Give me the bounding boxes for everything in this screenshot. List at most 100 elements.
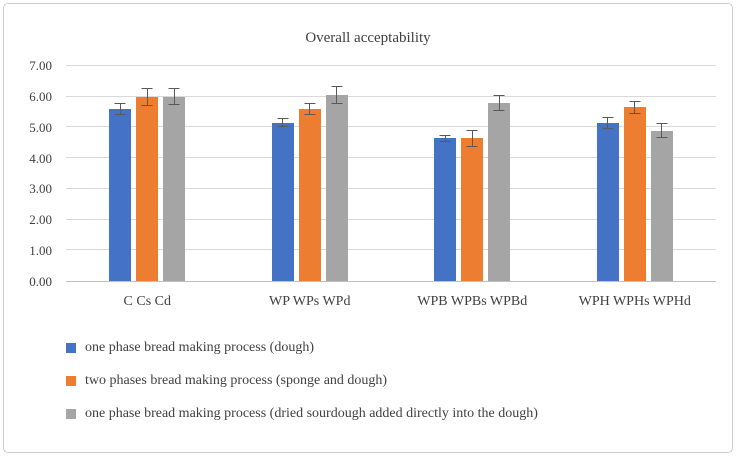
error-bar-stem [661, 122, 663, 139]
error-bar-cap-top [466, 129, 478, 131]
error-bar-cap-top [277, 118, 289, 120]
error-bar-stem [498, 95, 500, 111]
error-bar-stem [282, 118, 284, 128]
y-axis-tick-label: 1.00 [29, 243, 52, 259]
error-bar [656, 122, 668, 139]
y-axis-tick-label: 4.00 [29, 150, 52, 166]
bar-rect [623, 107, 646, 281]
error-bar-stem [119, 102, 121, 116]
bar-group [391, 66, 554, 281]
error-bar-cap-bot [439, 140, 451, 142]
error-bar [168, 88, 180, 106]
error-bar-cap-top [493, 95, 505, 97]
bar [434, 66, 457, 281]
bar-rect [325, 95, 348, 281]
error-bar [493, 95, 505, 111]
gridline [66, 126, 716, 128]
error-bar-cap-top [304, 102, 316, 104]
error-bar [114, 102, 126, 116]
error-bar-stem [309, 102, 311, 116]
error-bar-cap-bot [493, 109, 505, 111]
error-bar [466, 129, 478, 147]
error-bar-stem [471, 129, 473, 147]
bar-rect [434, 138, 457, 281]
gridline [66, 249, 716, 251]
error-bar-cap-bot [141, 104, 153, 106]
error-bar [304, 102, 316, 116]
bar-rect [163, 96, 186, 281]
legend-label: two phases bread making process (sponge … [85, 373, 388, 388]
gridline [66, 157, 716, 159]
error-bar-cap-top [331, 85, 343, 87]
bar-rect [488, 102, 511, 281]
legend-item: two phases bread making process (sponge … [66, 373, 722, 389]
chart-frame: Overall acceptability 0.00 1.00 2.00 3.00 4.… [3, 3, 733, 453]
y-axis-tick-label: 2.00 [29, 212, 52, 228]
error-bar-cap-bot [466, 145, 478, 147]
error-bar-cap-top [602, 116, 614, 118]
error-bar-cap-top [114, 102, 126, 104]
error-bar-cap-bot [331, 103, 343, 105]
x-axis-label: WPH WPHs WPHd [578, 294, 691, 309]
error-bar [629, 100, 641, 115]
error-bar-cap-bot [277, 126, 289, 128]
y-axis-tick-label: 0.00 [29, 274, 52, 289]
error-bar-cap-bot [656, 137, 668, 139]
legend-item: one phase bread making process (dried so… [66, 406, 722, 422]
gridlines [66, 65, 716, 281]
y-axis-tick-label: 7.00 [29, 58, 52, 73]
legend-label: one phase bread making process (dried so… [85, 406, 538, 421]
error-bar-stem [146, 87, 148, 106]
error-bar-cap-bot [304, 114, 316, 116]
bar [136, 66, 159, 281]
bar-group [554, 66, 717, 281]
error-bar-cap-top [629, 100, 641, 102]
y-axis-tick-label: 5.00 [29, 119, 52, 135]
error-bar-stem [173, 88, 175, 106]
error-bar-cap-top [656, 122, 668, 124]
bar [163, 66, 186, 281]
bar [298, 66, 321, 281]
error-bar-cap-bot [114, 114, 126, 116]
error-bar-cap-bot [629, 113, 641, 115]
legend-label: one phase bread making process (dough) [85, 340, 314, 355]
bar [623, 66, 646, 281]
y-axis-tick-label: 3.00 [29, 181, 52, 197]
bar-rect [298, 109, 321, 281]
legend-swatch [66, 343, 76, 353]
x-axis-label: C Cs Cd [123, 294, 171, 309]
legend: one phase bread making process (dough) tw… [66, 340, 722, 439]
error-bar-cap-bot [168, 104, 180, 106]
bar-rect [596, 122, 619, 281]
bar-group [229, 66, 392, 281]
legend-swatch [66, 376, 76, 386]
x-axis: C Cs Cd WP WPs WPd WPB WPBs WPBd WPH WPHs W… [66, 294, 716, 316]
bar-groups [66, 66, 716, 281]
bar [325, 66, 348, 281]
y-axis-tick-label: 6.00 [29, 88, 52, 104]
bar-group [66, 66, 229, 281]
error-bar-stem [607, 116, 609, 129]
bar-rect [136, 96, 159, 281]
error-bar [602, 116, 614, 129]
legend-swatch [66, 409, 76, 419]
bar-rect [109, 109, 132, 281]
error-bar [277, 118, 289, 128]
gridline [66, 95, 716, 97]
error-bar [439, 134, 451, 142]
x-axis-label: WP WPs WPd [269, 294, 351, 309]
error-bar [141, 87, 153, 106]
bar-rect [271, 122, 294, 281]
error-bar-stem [336, 85, 338, 105]
bar-rect [461, 138, 484, 281]
y-axis: 0.00 1.00 2.00 3.00 4.00 5.00 6.00 7.00 [12, 58, 58, 289]
error-bar-cap-top [439, 134, 451, 136]
error-bar-stem [444, 134, 446, 142]
bar [271, 66, 294, 281]
bar [650, 66, 673, 281]
bar [109, 66, 132, 281]
error-bar-cap-top [141, 87, 153, 89]
plot-area [66, 65, 716, 282]
bar [488, 66, 511, 281]
